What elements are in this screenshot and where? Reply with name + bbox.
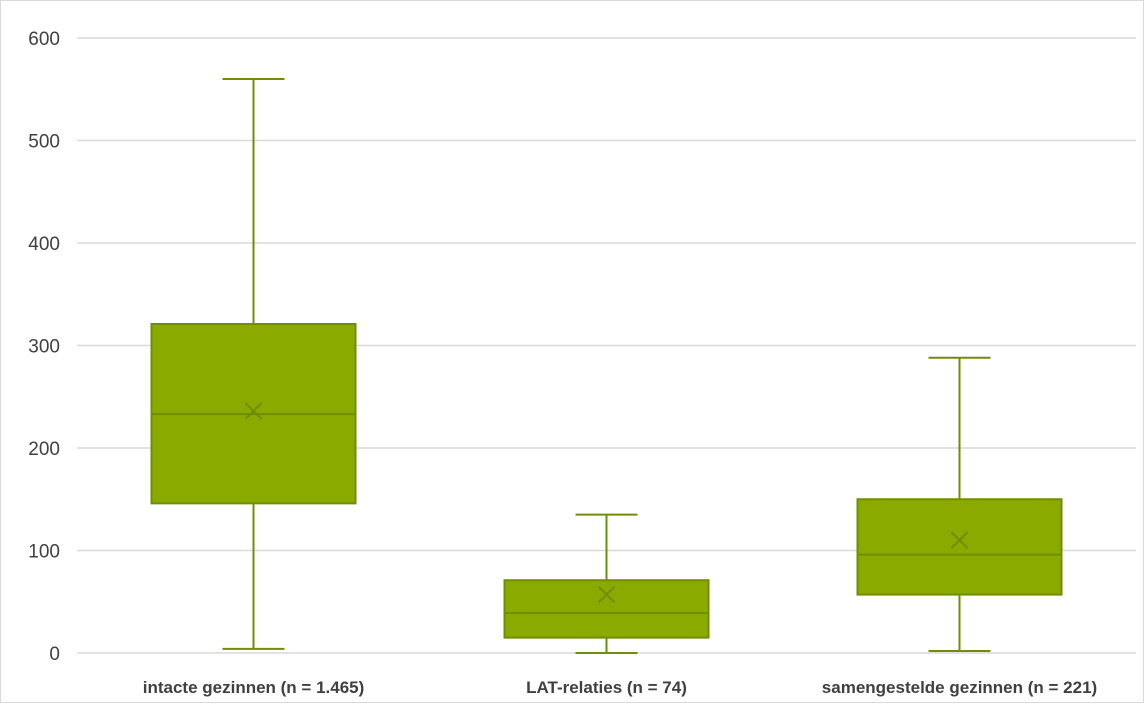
box-group (503, 513, 710, 654)
mean-marker (244, 402, 263, 420)
y-tick-label: 300 (28, 337, 60, 358)
category-label: samengestelde gezinnen (n = 221) (822, 678, 1097, 697)
iqr-box (503, 579, 710, 639)
y-tick-label: 0 (49, 644, 60, 665)
y-tick-label: 600 (28, 29, 60, 50)
box-group (150, 78, 357, 650)
x-axis-categories: intacte gezinnen (n = 1.465) LAT-relaties… (143, 678, 1097, 697)
mean-marker (597, 585, 616, 604)
y-tick-label: 100 (28, 542, 60, 563)
mean-marker (950, 531, 969, 549)
y-axis-ticks: 0 100 200 300 400 500 600 (28, 29, 60, 665)
category-label: intacte gezinnen (n = 1.465) (143, 678, 365, 697)
y-tick-label: 500 (28, 132, 60, 153)
boxes (150, 78, 1063, 654)
category-label: LAT-relaties (n = 74) (526, 678, 687, 697)
y-tick-label: 200 (28, 439, 60, 460)
iqr-box (856, 498, 1063, 596)
y-tick-label: 400 (28, 234, 60, 255)
box-group (856, 356, 1063, 652)
